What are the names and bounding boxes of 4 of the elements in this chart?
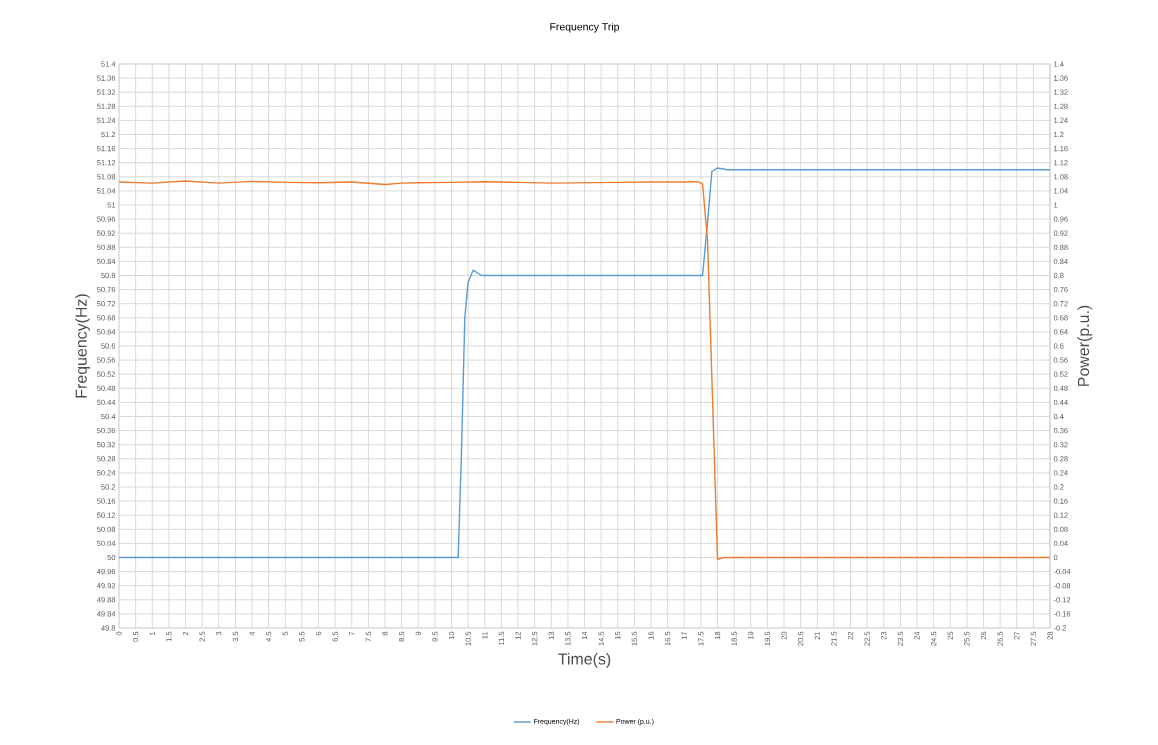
x-axis-title: Time(s): [558, 652, 611, 668]
chart-title: Frequency Trip: [550, 22, 620, 33]
y-axis-title: Frequency(Hz): [75, 294, 90, 398]
y2-axis-title: Power(p.u.): [1077, 305, 1093, 386]
